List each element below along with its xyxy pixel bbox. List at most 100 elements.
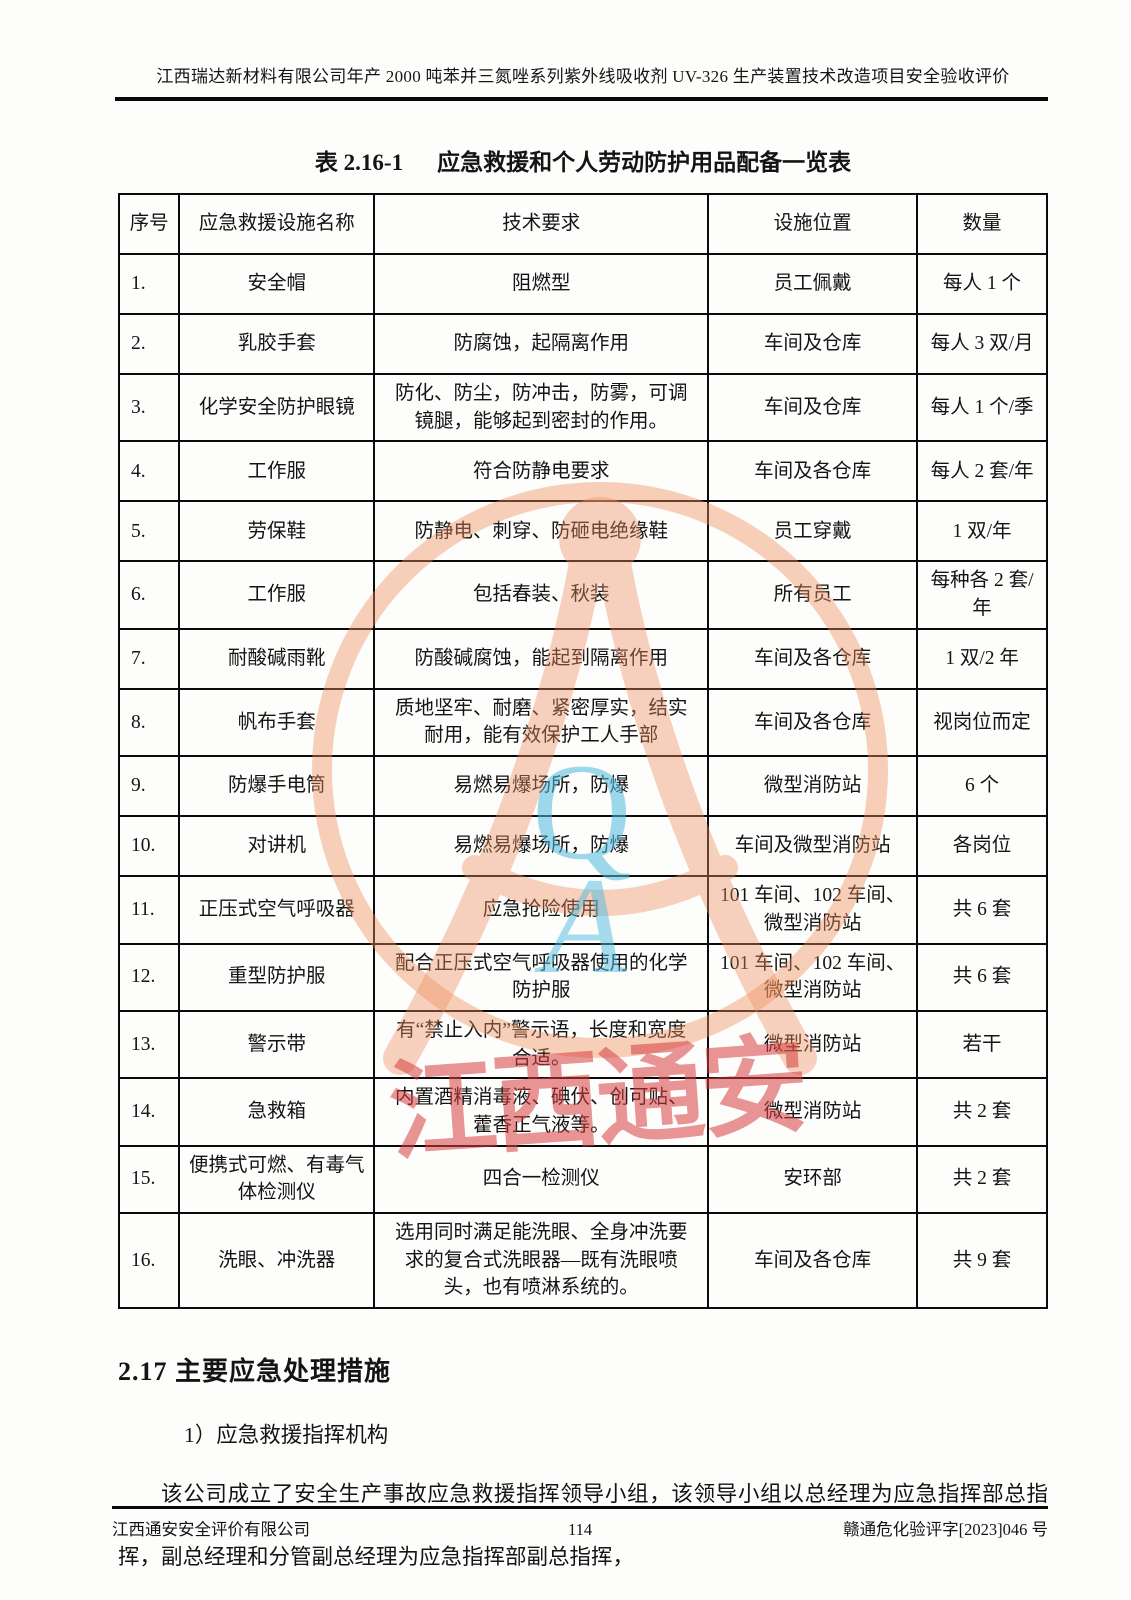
table-cell: 微型消防站: [707, 1009, 919, 1080]
table-row: 9. 防爆手电筒 易燃易爆场所，防爆 微型消防站 6 个: [117, 755, 1048, 818]
table-caption: 表 2.16-1 应急救援和个人劳动防护用品配备一览表: [118, 143, 1048, 177]
table-cell: 配合正压式空气呼吸器使用的化学防护服: [373, 942, 710, 1012]
table-cell: 易燃易爆场所，防爆: [373, 755, 710, 818]
table-row: 1. 安全帽 阻燃型 员工佩戴 每人 1 个: [117, 253, 1048, 315]
table-cell: 车间及各仓库: [707, 687, 919, 758]
table-cell: 员工穿戴: [707, 500, 919, 563]
table-cell: 质地坚牢、耐磨、紧密厚实，结实耐用，能有效保护工人手部: [373, 687, 710, 758]
table-cell: 9.: [117, 755, 181, 818]
table-cell: 每种各 2 套/年: [916, 560, 1048, 630]
table-cell: 耐酸碱雨靴: [178, 627, 376, 690]
table-row: 6. 工作服 包括春装、秋装 所有员工 每种各 2 套/年: [117, 560, 1048, 630]
table-cell: 11.: [117, 875, 181, 945]
table-row: 13. 警示带 有“禁止入内”警示语，长度和宽度合适。 微型消防站 若干: [117, 1009, 1048, 1080]
table-row: 11. 正压式空气呼吸器 应急抢险使用 101 车间、102 车间、微型消防站共 6 …: [117, 875, 1048, 945]
table-cell: 警示带: [178, 1009, 376, 1080]
table-header-cell: 应急救援设施名称: [178, 193, 376, 255]
table-cell: 1 双/2 年: [916, 627, 1048, 690]
table-cell: 劳保鞋: [178, 500, 376, 563]
table-cell: 4.: [117, 440, 181, 503]
table-header-row: 序号 应急救援设施名称 技术要求 设施位置 数量: [117, 193, 1048, 255]
page-footer: 江西通安安全评价有限公司 114 赣通危化验评字[2023]046 号: [112, 1506, 1048, 1540]
table-cell: 所有员工: [707, 560, 919, 630]
table-row: 15. 便携式可燃、有毒气体检测仪 四合一检测仪 安环部共 2 套: [117, 1144, 1048, 1215]
table-cell: 有“禁止入内”警示语，长度和宽度合适。: [373, 1009, 710, 1080]
table-cell: 10.: [117, 815, 181, 878]
table-cell: 防化、防尘，防冲击，防雾，可调镜腿，能够起到密封的作用。: [373, 372, 710, 443]
table-cell: 防爆手电筒: [178, 755, 376, 818]
table-cell: 重型防护服: [178, 942, 376, 1012]
table-row: 10. 对讲机 易燃易爆场所，防爆 车间及微型消防站 各岗位: [117, 815, 1048, 878]
table-cell: 8.: [117, 687, 181, 758]
table-cell: 乳胶手套: [178, 313, 376, 375]
table-row: 4. 工作服 符合防静电要求 车间及各仓库 每人 2 套/年: [117, 440, 1048, 503]
table-cell: 视岗位而定: [916, 687, 1048, 758]
table-row: 2. 乳胶手套 防腐蚀，起隔离作用 车间及仓库 每人 3 双/月: [117, 313, 1048, 375]
table-row: 5. 劳保鞋 防静电、刺穿、防砸电绝缘鞋 员工穿戴 1 双/年: [117, 500, 1048, 563]
table-cell: 共 2 套: [916, 1144, 1048, 1215]
table-cell: 每人 1 个/季: [916, 372, 1048, 443]
table-cell: 应急抢险使用: [373, 875, 710, 945]
table-cell: 便携式可燃、有毒气体检测仪: [178, 1144, 376, 1215]
table-cell: 工作服: [178, 440, 376, 503]
table-header-cell: 技术要求: [373, 193, 710, 255]
table-cell: 正压式空气呼吸器: [178, 875, 376, 945]
section-heading: 2.17 主要应急处理措施: [118, 1357, 392, 1387]
table-cell: 洗眼、冲洗器: [178, 1211, 376, 1310]
table-cell: 防腐蚀，起隔离作用: [373, 313, 710, 375]
list-item-emergency-org: 1）应急救援指挥机构: [184, 1423, 389, 1448]
footer-company: 江西通安安全评价有限公司: [112, 1520, 310, 1539]
table-cell: 对讲机: [178, 815, 376, 878]
table-cell: 若干: [916, 1009, 1048, 1080]
table-cell: 101 车间、102 车间、微型消防站: [707, 875, 919, 945]
table-header-cell: 序号: [117, 193, 181, 255]
table-cell: 车间及各仓库: [707, 440, 919, 503]
table-cell: 每人 1 个: [916, 253, 1048, 315]
table-cell: 3.: [117, 372, 181, 443]
table-cell: 共 2 套: [916, 1077, 1048, 1147]
table-cell: 包括春装、秋装: [373, 560, 710, 630]
table-cell: 帆布手套: [178, 687, 376, 758]
table-cell: 车间及各仓库: [707, 1211, 919, 1310]
header-title: 江西瑞达新材料有限公司年产 2000 吨苯并三氮唑系列紫外线吸收剂 UV-326…: [156, 67, 1010, 86]
footer-page-number: 114: [567, 1520, 593, 1539]
table-cell: 6 个: [916, 755, 1048, 818]
table-cell: 车间及仓库: [707, 372, 919, 443]
table-row: 3. 化学安全防护眼镜 防化、防尘，防冲击，防雾，可调镜腿，能够起到密封的作用。 车间…: [117, 372, 1048, 443]
table-cell: 车间及微型消防站: [707, 815, 919, 878]
table-cell: 四合一检测仪: [373, 1144, 710, 1215]
table-cell: 每人 3 双/月: [916, 313, 1048, 375]
page-content: 表 2.16-1 应急救援和个人劳动防护用品配备一览表 序号 应急救援设施名称 技术要…: [117, 143, 1048, 1590]
table-caption-title: 应急救援和个人劳动防护用品配备一览表: [437, 150, 852, 175]
body-paragraph: 该公司成立了安全生产事故应急救援指挥领导小组，该领导小组以总经理为应急指挥部总指…: [118, 1482, 1048, 1570]
table-cell: 12.: [117, 942, 181, 1012]
table-header-cell: 设施位置: [707, 193, 919, 255]
table-cell: 6.: [117, 560, 181, 630]
equipment-table-body: 1. 安全帽 阻燃型 员工佩戴 每人 1 个 2. 乳胶手套 防腐蚀，起隔离作用 车间及仓库 每人…: [117, 253, 1048, 1310]
table-cell: 共 6 套: [916, 942, 1048, 1012]
table-row: 14. 急救箱 内置酒精消毒液、碘伏、创可贴、藿香正气液等。 微型消防站共 2 套: [117, 1077, 1048, 1147]
table-row: 8. 帆布手套 质地坚牢、耐磨、紧密厚实，结实耐用，能有效保护工人手部 车间及各仓库视…: [117, 687, 1048, 758]
table-cell: 15.: [117, 1144, 181, 1215]
table-cell: 防酸碱腐蚀，能起到隔离作用: [373, 627, 710, 690]
table-cell: 16.: [117, 1211, 181, 1310]
table-cell: 安环部: [707, 1144, 919, 1215]
table-cell: 员工佩戴: [707, 253, 919, 315]
table-header-cell: 数量: [916, 193, 1048, 255]
table-cell: 阻燃型: [373, 253, 710, 315]
table-row: 7. 耐酸碱雨靴 防酸碱腐蚀，能起到隔离作用 车间及各仓库 1 双/2 年: [117, 627, 1048, 690]
table-cell: 车间及仓库: [707, 313, 919, 375]
table-cell: 共 9 套: [916, 1211, 1048, 1310]
table-cell: 共 6 套: [916, 875, 1048, 945]
header-rule: [115, 97, 1048, 101]
table-cell: 7.: [117, 627, 181, 690]
table-cell: 1.: [117, 253, 181, 315]
table-row: 12. 重型防护服 配合正压式空气呼吸器使用的化学防护服 101 车间、102 车间、…: [117, 942, 1048, 1012]
table-cell: 微型消防站: [707, 755, 919, 818]
table-cell: 每人 2 套/年: [916, 440, 1048, 503]
table-cell: 13.: [117, 1009, 181, 1080]
footer-doc-number: 赣通危化验评字[2023]046 号: [843, 1520, 1049, 1539]
table-cell: 2.: [117, 313, 181, 375]
table-cell: 选用同时满足能洗眼、全身冲洗要求的复合式洗眼器—既有洗眼喷头，也有喷淋系统的。: [373, 1211, 710, 1310]
